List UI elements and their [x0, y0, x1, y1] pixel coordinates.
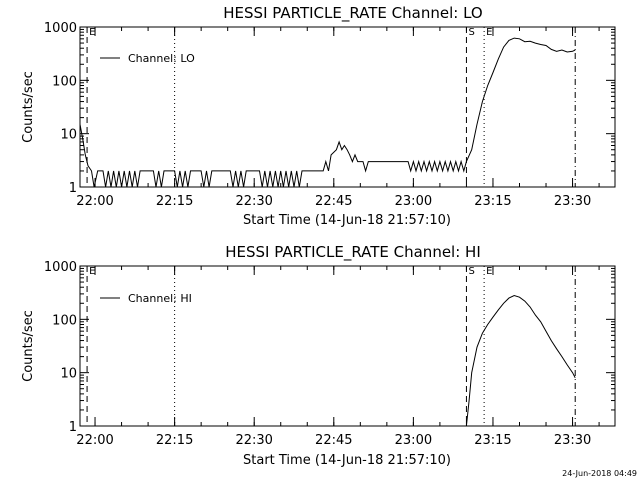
xtick-label: 23:30	[554, 433, 591, 448]
xtick-label: 23:15	[474, 433, 511, 448]
xtick-label: 23:00	[395, 433, 432, 448]
ytick-label: 1000	[44, 21, 77, 36]
panel-lo-legend-label: Channel: LO	[128, 52, 195, 65]
panel-hi: HESSI PARTICLE_RATE Channel: HI Counts/s…	[21, 243, 616, 468]
ytick-label: 100	[52, 74, 77, 89]
panel-lo-title: HESSI PARTICLE_RATE Channel: LO	[223, 4, 482, 23]
marker-label: S	[468, 27, 474, 38]
marker-label: E	[486, 27, 492, 38]
xtick-label: 22:30	[235, 194, 272, 209]
ytick-label: 1	[69, 420, 77, 435]
xtick-label: 22:15	[156, 433, 193, 448]
panel-hi-ylabel: Counts/sec	[21, 310, 36, 382]
marker-label: E	[89, 266, 95, 277]
ytick-label: 10	[60, 128, 77, 143]
panel-hi-title: HESSI PARTICLE_RATE Channel: HI	[225, 243, 481, 262]
marker-label: E	[486, 266, 492, 277]
panel-hi-legend-label: Channel: HI	[128, 292, 192, 305]
xtick-label: 22:45	[315, 194, 352, 209]
footer-timestamp: 24-Jun-2018 04:49	[562, 469, 637, 478]
xtick-label: 22:00	[76, 433, 113, 448]
ytick-label: 1000	[44, 260, 77, 275]
ytick-label: 100	[52, 313, 77, 328]
ytick-label: 1	[69, 181, 77, 196]
xtick-label: 22:30	[235, 433, 272, 448]
marker-label: S	[468, 266, 474, 277]
xtick-label: 22:00	[76, 194, 113, 209]
panel-lo-xlabel: Start Time (14-Jun-18 21:57:10)	[243, 213, 451, 228]
marker-label: E	[89, 27, 95, 38]
xtick-label: 23:15	[474, 194, 511, 209]
xtick-label: 22:15	[156, 194, 193, 209]
panel-hi-xlabel: Start Time (14-Jun-18 21:57:10)	[243, 453, 451, 468]
panel-lo-frame	[79, 26, 616, 188]
xtick-label: 23:30	[554, 194, 591, 209]
panel-lo: HESSI PARTICLE_RATE Channel: LO Counts/s…	[21, 4, 616, 228]
ytick-label: 10	[60, 367, 77, 382]
xtick-label: 22:45	[315, 433, 352, 448]
series-line-hi	[465, 294, 576, 427]
panel-lo-ylabel: Counts/sec	[21, 71, 36, 143]
series-line-lo	[79, 37, 576, 188]
panel-hi-frame	[79, 265, 616, 427]
xtick-label: 23:00	[395, 194, 432, 209]
